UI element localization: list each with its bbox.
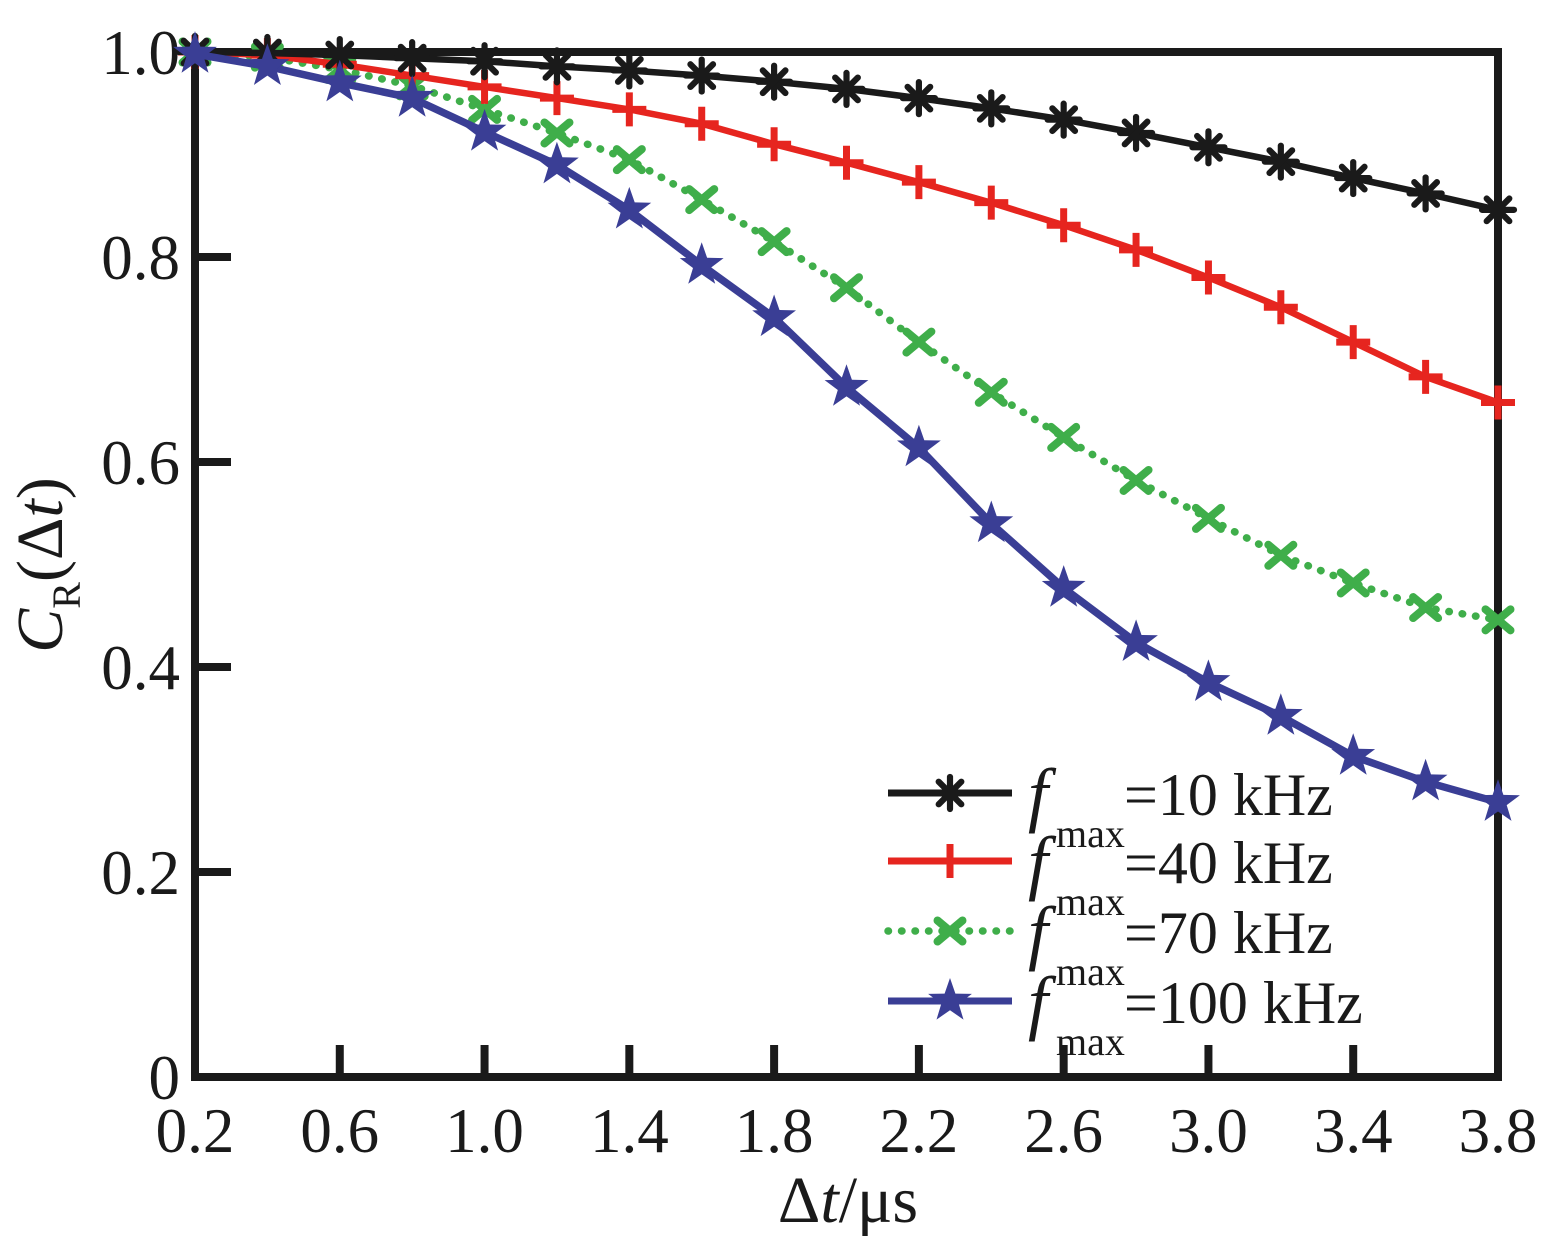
plot-frame — [191, 48, 1502, 1081]
star-marker — [317, 59, 362, 102]
y-tick-label: 0.4 — [101, 633, 180, 703]
x-axis-title: Δt/μs — [778, 1164, 918, 1237]
star-marker — [1331, 733, 1376, 775]
star-marker — [390, 75, 434, 117]
x-tick-label: 3.0 — [1169, 1096, 1248, 1166]
star-marker — [173, 31, 217, 73]
asterisk-marker — [1194, 132, 1223, 162]
legend-symbol: f — [1028, 892, 1057, 972]
asterisk-marker — [832, 74, 861, 104]
star-marker — [969, 500, 1014, 543]
x-marker — [933, 916, 967, 946]
x-marker — [1481, 605, 1515, 635]
star-marker — [1041, 565, 1086, 607]
star-marker — [535, 141, 579, 184]
asterisk-marker — [1121, 118, 1151, 148]
asterisk-marker — [976, 93, 1006, 123]
legend-subscript: max — [1056, 811, 1125, 856]
star-marker — [1403, 758, 1448, 801]
star-marker — [1186, 659, 1231, 701]
star-marker — [752, 294, 796, 337]
x-marker — [540, 118, 574, 148]
star-marker — [1114, 619, 1158, 661]
asterisk-marker — [759, 67, 789, 97]
x-tick-label: 2.6 — [1024, 1096, 1103, 1166]
asterisk-marker — [542, 51, 572, 81]
legend-subscript: max — [1056, 949, 1125, 994]
x-tick-label: 2.2 — [880, 1096, 959, 1166]
x-marker — [974, 377, 1008, 407]
x-marker — [1264, 540, 1298, 570]
x-tick-label: 0.2 — [156, 1096, 235, 1166]
legend-symbol: f — [1028, 822, 1057, 902]
x-marker — [1191, 503, 1225, 533]
x-marker — [757, 227, 791, 257]
asterisk-marker — [614, 56, 644, 85]
star-marker — [824, 364, 869, 406]
asterisk-marker — [904, 83, 934, 113]
x-tick-label: 1.8 — [735, 1096, 814, 1166]
asterisk-marker — [470, 46, 499, 76]
asterisk-marker — [1266, 147, 1296, 177]
asterisk-marker — [325, 40, 355, 70]
x-tick-label: 1.0 — [445, 1096, 524, 1166]
asterisk-marker — [1483, 195, 1513, 225]
star-marker — [928, 978, 972, 1020]
y-tick-label: 0.6 — [101, 428, 180, 498]
y-tick-label: 0 — [149, 1043, 181, 1113]
asterisk-marker — [1338, 163, 1368, 193]
legend-subscript: max — [1056, 879, 1125, 924]
y-tick-label: 1.0 — [101, 18, 180, 88]
star-marker — [607, 186, 652, 229]
asterisk-marker — [1049, 105, 1079, 135]
star-marker — [1476, 779, 1520, 821]
star-marker — [245, 43, 290, 85]
x-marker — [830, 273, 863, 303]
x-tick-label: 0.6 — [300, 1096, 379, 1166]
series-line-fmax70khz — [191, 48, 1502, 624]
x-marker — [1409, 593, 1443, 623]
legend-label: =10 kHz — [1124, 762, 1333, 828]
legend-subscript: max — [1056, 1019, 1125, 1064]
x-marker — [1047, 422, 1081, 452]
star-marker — [679, 242, 724, 284]
y-axis-title: CR(Δt) — [4, 477, 89, 652]
x-marker — [685, 185, 719, 215]
x-marker — [1119, 465, 1153, 495]
star-marker — [1259, 693, 1303, 735]
legend-symbol: f — [1028, 962, 1057, 1042]
y-tick-label: 0.8 — [101, 223, 180, 293]
asterisk-marker — [687, 61, 717, 90]
x-marker — [612, 145, 646, 175]
x-tick-label: 3.8 — [1459, 1096, 1538, 1166]
x-marker — [902, 327, 936, 357]
x-tick-label: 3.4 — [1314, 1096, 1393, 1166]
x-tick-label: 1.4 — [590, 1096, 669, 1166]
asterisk-marker — [397, 43, 427, 73]
x-marker — [1336, 568, 1370, 598]
legend-label: =100 kHz — [1124, 970, 1363, 1036]
legend-label: =70 kHz — [1124, 900, 1333, 966]
y-tick-label: 0.2 — [101, 838, 180, 908]
legend-label: =40 kHz — [1124, 830, 1333, 896]
asterisk-marker — [1411, 179, 1441, 208]
asterisk-marker — [935, 778, 965, 808]
star-marker — [897, 424, 941, 467]
star-marker — [462, 108, 507, 151]
